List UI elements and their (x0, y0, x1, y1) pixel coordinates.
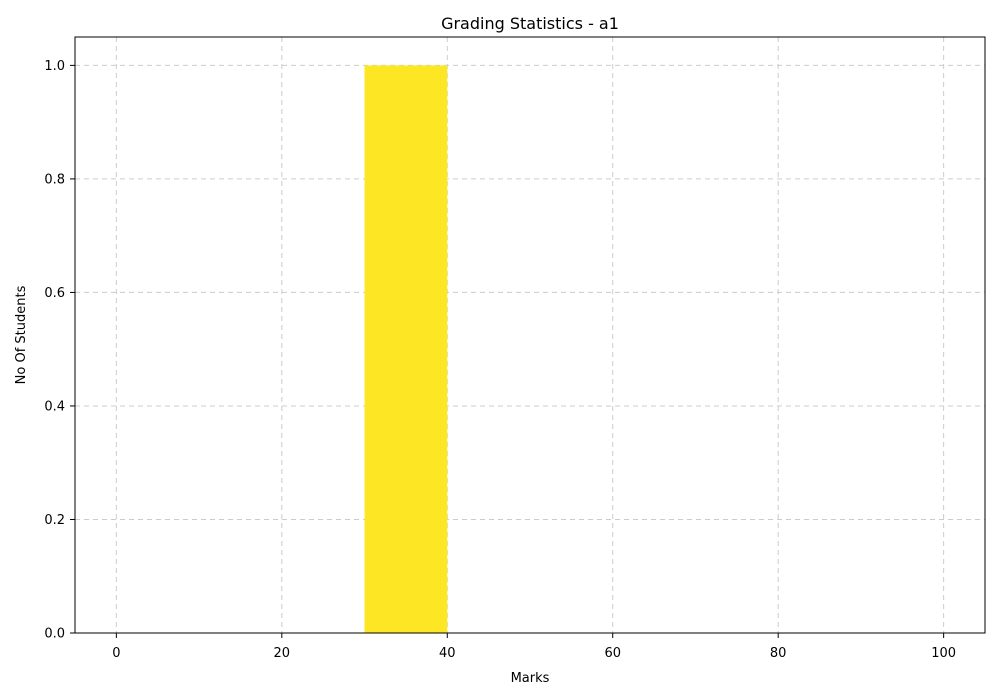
y-tick-label-1: 0.2 (44, 513, 65, 528)
bars (364, 65, 448, 633)
y-tick-label-2: 0.4 (44, 399, 65, 414)
grid-lines (75, 37, 985, 633)
chart-title: Grading Statistics - a1 (441, 14, 619, 33)
y-axis-label: No Of Students (14, 285, 29, 384)
bar-0 (364, 65, 448, 633)
x-tick-label-0: 0 (112, 646, 120, 661)
y-tick-label-5: 1.0 (44, 59, 65, 74)
plot-frame (74, 36, 986, 634)
x-tick-label-1: 20 (274, 646, 291, 661)
x-tick-label-4: 80 (770, 646, 787, 661)
x-axis-label: Marks (511, 671, 550, 686)
y-tick-label-4: 0.8 (44, 172, 65, 187)
x-tick-label-5: 100 (931, 646, 956, 661)
y-tick-label-3: 0.6 (44, 286, 65, 301)
x-tick-label-2: 40 (439, 646, 456, 661)
y-tick-label-0: 0.0 (44, 627, 65, 642)
axis-ticks: 0 20 40 60 80 100 0.0 0.2 0.4 0.6 0.8 1.0 (44, 59, 956, 661)
x-tick-label-3: 60 (604, 646, 621, 661)
